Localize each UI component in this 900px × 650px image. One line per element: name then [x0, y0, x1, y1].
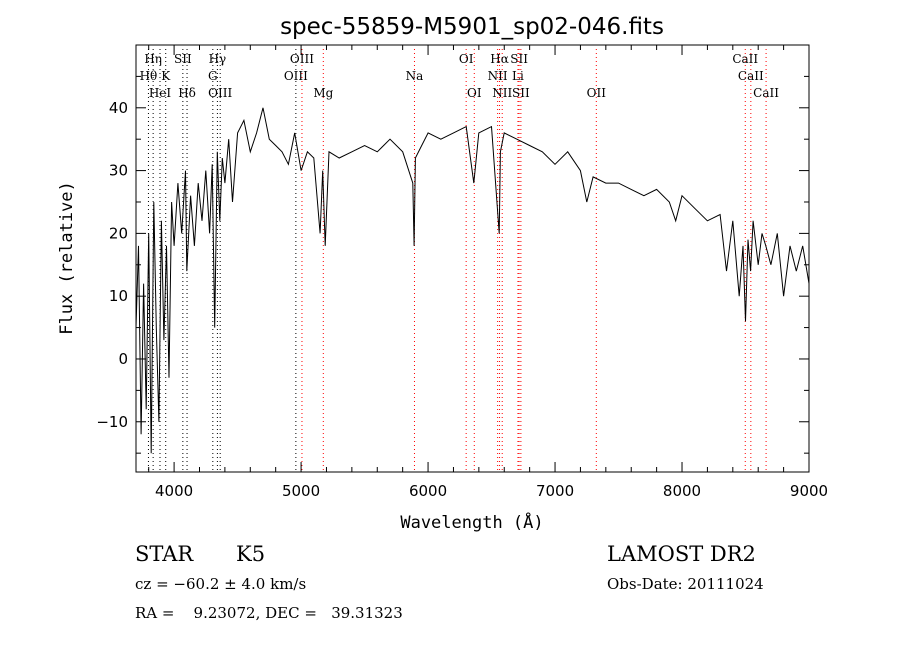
line-label: NII: [488, 69, 508, 83]
line-label: OIII: [208, 86, 232, 100]
y-tick-label: 10: [109, 287, 128, 305]
chart-title: spec-55859-M5901_sp02-046.fits: [280, 14, 664, 40]
line-label: OI: [467, 86, 482, 100]
line-label: Hθ: [140, 69, 158, 83]
observation-date: Obs-Date: 20111024: [607, 575, 764, 593]
x-tick-label: 9000: [790, 482, 828, 500]
line-label: Li: [512, 69, 524, 83]
x-tick-label: 6000: [409, 482, 447, 500]
line-markers: [147, 49, 767, 472]
line-label: OIII: [290, 52, 314, 66]
line-label: OII: [587, 86, 607, 100]
line-label: CaII: [738, 69, 764, 83]
object-class: STAR: [135, 542, 194, 566]
line-label: SII: [510, 52, 528, 66]
x-tick-label: 7000: [536, 482, 574, 500]
line-label: OI: [459, 52, 474, 66]
y-tick-label: −10: [96, 413, 128, 431]
line-label: Na: [406, 69, 424, 83]
line-label: Hγ: [209, 52, 227, 66]
survey-name: LAMOST DR2: [607, 542, 756, 566]
line-label: G: [208, 69, 218, 83]
line-label: K: [161, 69, 171, 83]
x-axis-label: Wavelength (Å): [400, 511, 543, 533]
line-label: OIII: [284, 69, 308, 83]
line-label: SII: [174, 52, 192, 66]
line-label: SII: [512, 86, 530, 100]
coordinates: RA = 9.23072, DEC = 39.31323: [135, 604, 403, 622]
spectrum-line: [135, 107, 810, 454]
line-label: Mg: [313, 86, 333, 100]
x-axis: 4000 5000 6000 7000 8000 9000: [148, 45, 828, 500]
line-label: Hη: [144, 52, 162, 66]
x-tick-label: 8000: [663, 482, 701, 500]
line-label: CaII: [753, 86, 779, 100]
redshift-velocity: cz = −60.2 ± 4.0 km/s: [135, 575, 307, 593]
line-label: Hα: [490, 52, 509, 66]
line-label: NII: [492, 86, 512, 100]
y-axis-label: Flux (relative): [57, 181, 77, 335]
line-label: Hδ: [178, 86, 196, 100]
y-tick-label: 40: [109, 99, 128, 117]
y-tick-label: 20: [109, 224, 128, 242]
line-label: CaII: [732, 52, 758, 66]
y-tick-label: 0: [118, 350, 128, 368]
plot-frame: [135, 44, 810, 473]
x-tick-label: 5000: [282, 482, 320, 500]
x-tick-label: 4000: [155, 482, 193, 500]
y-tick-label: 30: [109, 162, 128, 180]
line-label: HeI: [149, 86, 172, 100]
object-subclass: K5: [236, 542, 266, 566]
